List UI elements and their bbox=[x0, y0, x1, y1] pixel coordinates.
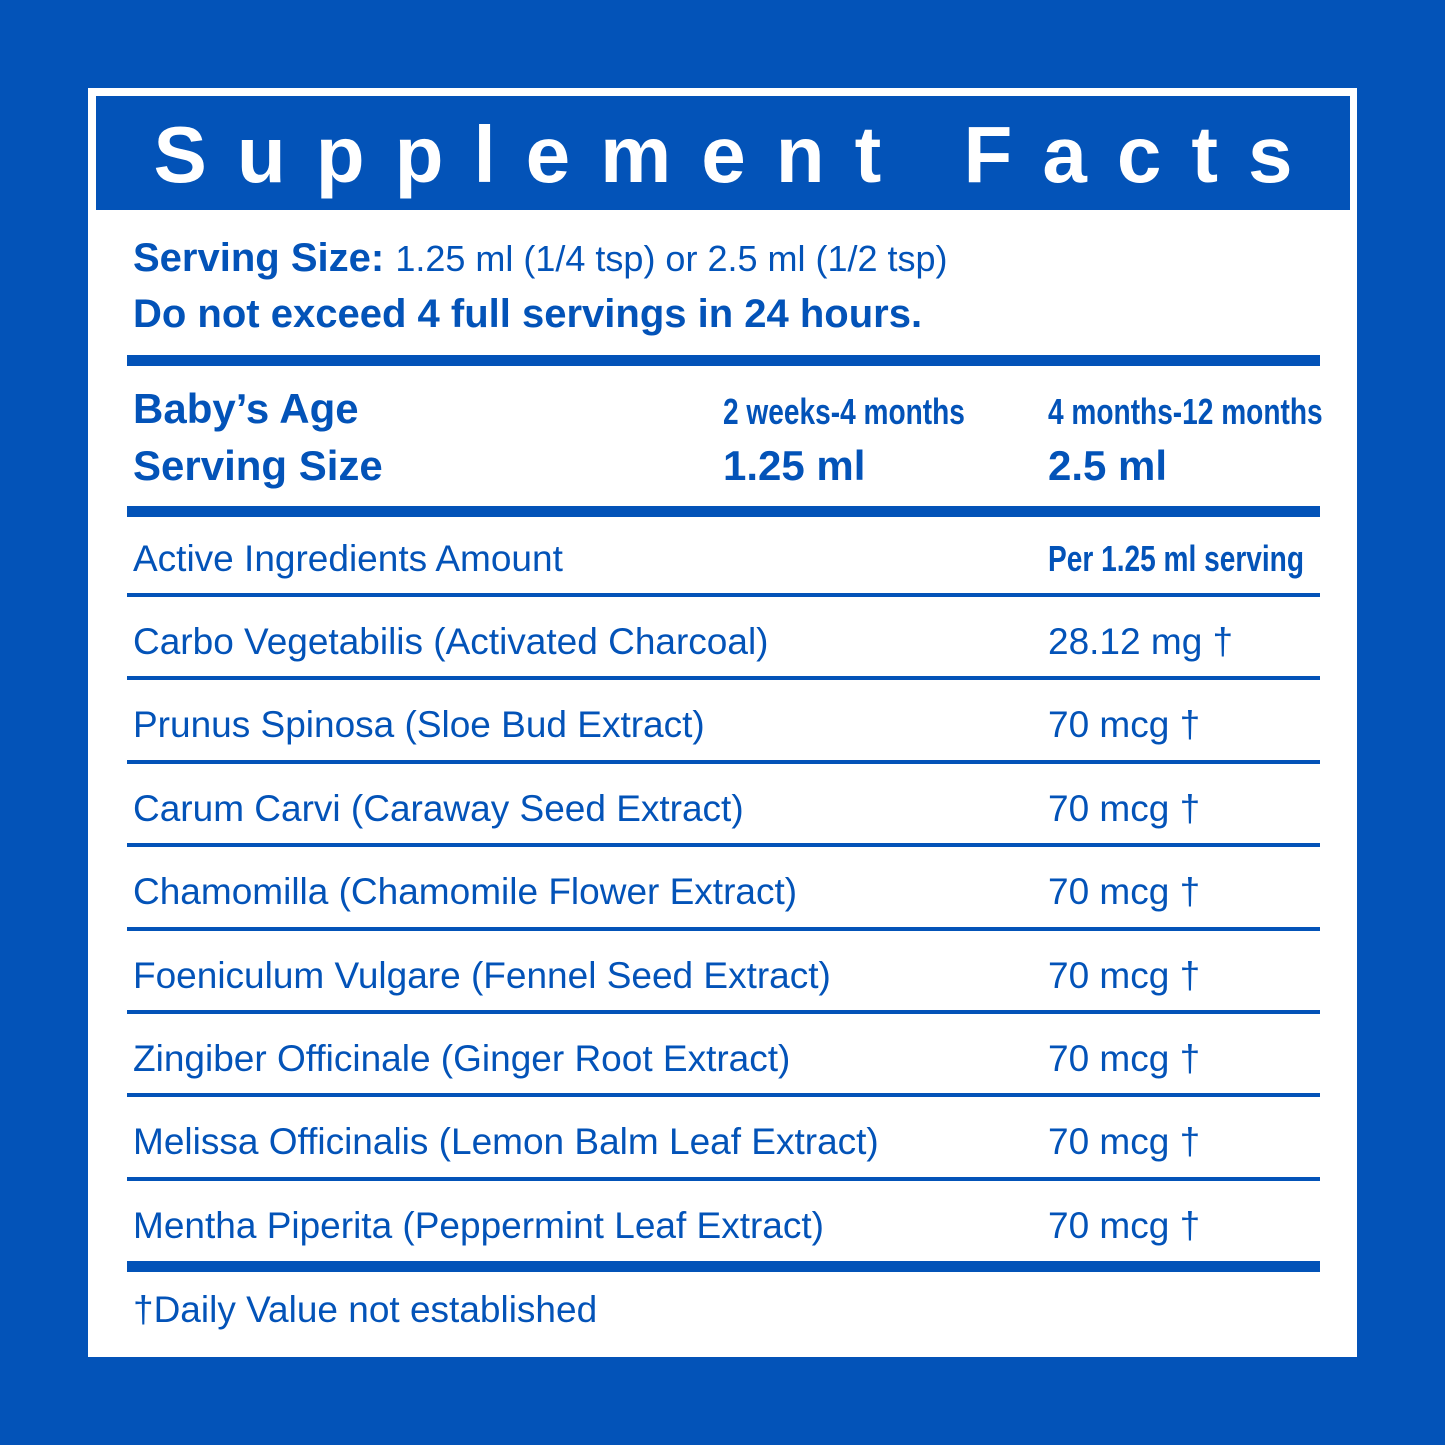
ingredient-name: Chamomilla (Chamomile Flower Extract) bbox=[133, 871, 798, 913]
row-rule bbox=[127, 926, 1320, 931]
serving-text: 1.25 ml (1/4 tsp) or 2.5 ml (1/2 tsp) bbox=[395, 238, 948, 279]
ingredient-name: Carbo Vegetabilis (Activated Charcoal) bbox=[133, 621, 769, 662]
ingredient-amount: 70 mcg † bbox=[1048, 954, 1201, 996]
facts-panel: Supplement Facts Serving Size: 1.25 ml (… bbox=[88, 88, 1357, 1357]
row-rule bbox=[127, 843, 1320, 848]
ingredient-amount: 70 mcg † bbox=[1048, 1038, 1201, 1079]
title: Supplement Facts bbox=[153, 110, 1323, 199]
footnote: †Daily Value not established bbox=[133, 1289, 598, 1330]
ingredient-name: Zingiber Officinale (Ginger Root Extract… bbox=[133, 1038, 791, 1079]
age-col: 4 months-12 months bbox=[1048, 391, 1323, 432]
amount-header: Per 1.25 ml serving bbox=[1048, 538, 1304, 579]
ingredient-amount: 28.12 mg † bbox=[1048, 621, 1234, 662]
thick-rule bbox=[127, 1261, 1320, 1272]
ingredient-amount: 70 mcg † bbox=[1048, 704, 1201, 746]
ingredient-name: Carum Carvi (Caraway Seed Extract) bbox=[133, 787, 744, 829]
ingredient-name: Mentha Piperita (Peppermint Leaf Extract… bbox=[133, 1204, 824, 1246]
row-rule bbox=[127, 1176, 1320, 1181]
ingredient-name: Prunus Spinosa (Sloe Bud Extract) bbox=[133, 704, 705, 746]
row-rule bbox=[127, 759, 1320, 764]
serving-warning: Do not exceed 4 full servings in 24 hour… bbox=[133, 292, 923, 336]
age-col: 2.5 ml bbox=[1048, 442, 1168, 489]
age-col: 2 weeks-4 months bbox=[723, 391, 965, 432]
serving-line: Serving Size: 1.25 ml (1/4 tsp) or 2.5 m… bbox=[133, 238, 948, 278]
ingredient-amount: 70 mcg † bbox=[1048, 871, 1201, 913]
thick-rule bbox=[127, 506, 1320, 517]
age-row-label: Baby’s Age bbox=[133, 385, 359, 432]
serving-label: Serving Size: bbox=[133, 236, 385, 280]
row-rule bbox=[127, 1010, 1320, 1014]
ingredient-amount: 70 mcg † bbox=[1048, 1204, 1201, 1246]
row-rule bbox=[127, 1093, 1320, 1098]
ingredient-amount: 70 mcg † bbox=[1048, 787, 1201, 829]
ingredient-amount: 70 mcg † bbox=[1048, 1121, 1201, 1163]
header-band: Supplement Facts bbox=[96, 96, 1350, 210]
ingredient-name: Melissa Officinalis (Lemon Balm Leaf Ext… bbox=[133, 1121, 879, 1163]
row-rule bbox=[127, 676, 1320, 681]
ingredients-header: Active Ingredients Amount bbox=[133, 538, 563, 579]
age-col: 1.25 ml bbox=[723, 442, 866, 489]
thick-rule bbox=[127, 355, 1320, 366]
row-rule bbox=[127, 593, 1320, 597]
ingredient-name: Foeniculum Vulgare (Fennel Seed Extract) bbox=[133, 954, 831, 996]
age-row-label: Serving Size bbox=[133, 442, 383, 489]
